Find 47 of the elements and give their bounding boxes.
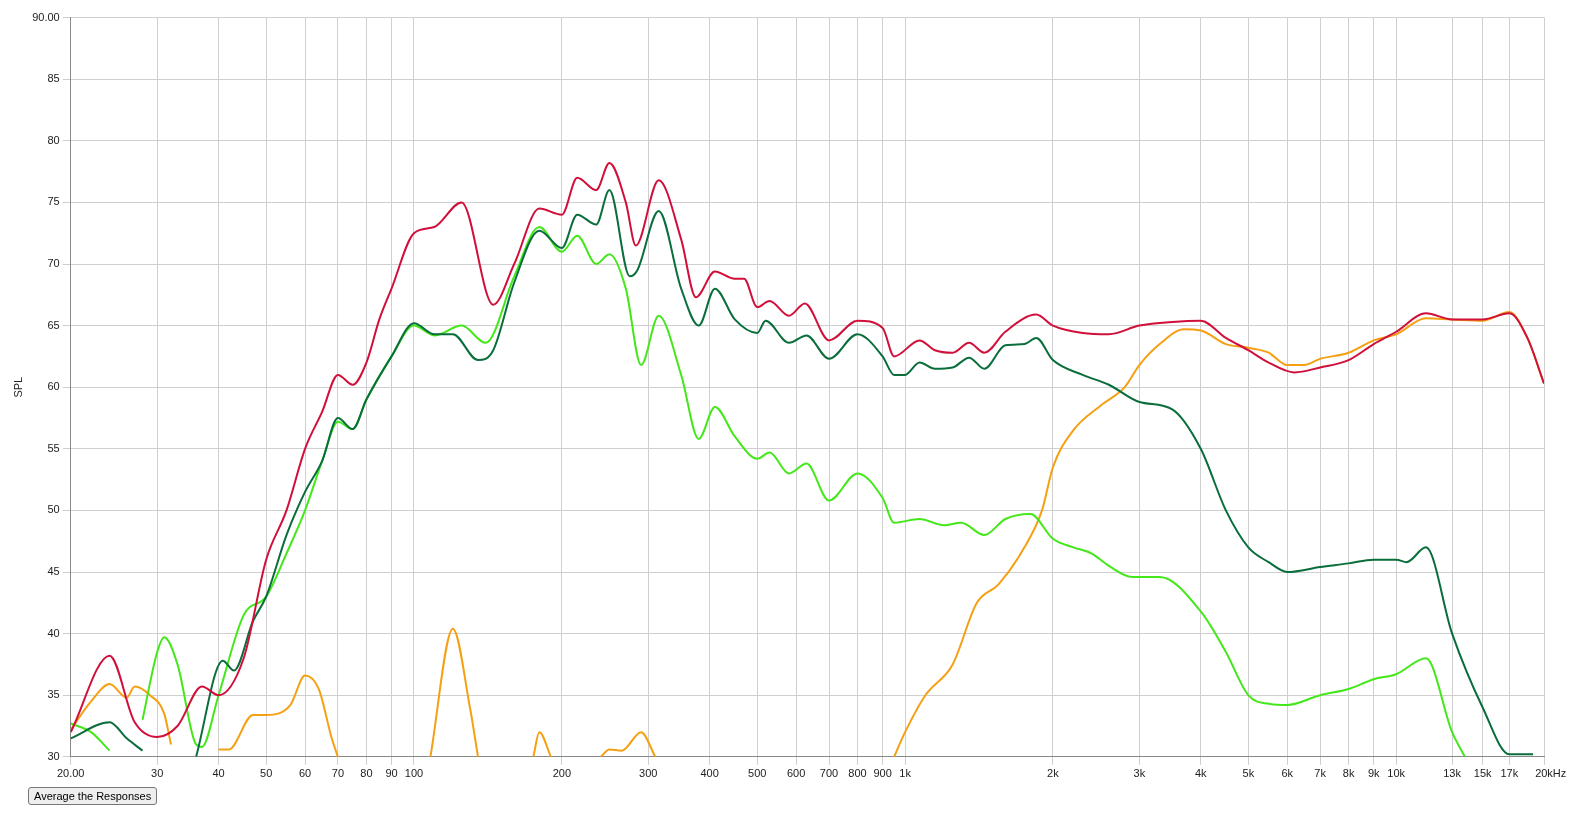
x-tick-label: 600 (786, 767, 806, 780)
x-tick-label: 300 (639, 767, 658, 780)
x-tick-label: 900 (873, 767, 892, 780)
x-tick-label: 17k (1500, 767, 1519, 780)
x-tick-label: 7k (1314, 767, 1327, 780)
x-tick-label: 9k (1367, 767, 1380, 780)
y-tick-label: 30 (47, 749, 60, 762)
y-tick-label: 75 (47, 195, 60, 208)
y-tick-label: 45 (47, 565, 60, 578)
x-tick-label: 700 (819, 767, 839, 780)
x-tick-label: 400 (700, 767, 719, 780)
x-tick-label: 20k (1535, 767, 1554, 780)
x-tick-label: 50 (260, 767, 273, 780)
x-tick-label: 6k (1281, 767, 1294, 780)
x-tick-label: 80 (360, 767, 373, 780)
y-tick-label: 90.00 (32, 10, 60, 23)
y-tick-label: 40 (47, 626, 60, 639)
y-tick-label: 50 (47, 503, 60, 516)
x-tick-label: 90 (385, 767, 398, 780)
x-tick-label: 13k (1443, 767, 1462, 780)
y-axis-title: SPL (11, 376, 24, 398)
x-tick-label: 2k (1047, 767, 1060, 780)
x-tick-label: 70 (331, 767, 345, 780)
x-tick-label: 200 (552, 767, 571, 780)
x-tick-label: 40 (212, 767, 225, 780)
x-tick-label: 15k (1473, 767, 1492, 780)
y-tick-label: 85 (47, 72, 60, 85)
y-tick-label: 35 (47, 688, 60, 701)
x-tick-label: 1k (899, 767, 912, 780)
y-tick-label: 80 (47, 133, 60, 146)
x-tick-label: 800 (848, 767, 867, 780)
y-tick-label: 65 (47, 318, 60, 331)
x-tick-label: 100 (404, 767, 424, 780)
x-tick-label: 5k (1242, 767, 1255, 780)
x-tick-label: 30 (151, 767, 164, 780)
x-axis-title: Hz (1552, 767, 1567, 780)
x-tick-label: 8k (1342, 767, 1355, 780)
x-tick-label: 60 (298, 767, 312, 780)
x-tick-label: 20.00 (56, 767, 85, 780)
average-button: Average the Responses (28, 787, 158, 805)
y-tick-label: 55 (47, 441, 60, 454)
y-tick-label: 70 (47, 257, 60, 270)
x-tick-label: 10k (1387, 767, 1406, 780)
x-tick-label: 3k (1133, 767, 1146, 780)
x-tick-label: 4k (1194, 767, 1208, 780)
y-tick-label: 60 (47, 380, 60, 393)
x-tick-label: 500 (748, 767, 767, 780)
